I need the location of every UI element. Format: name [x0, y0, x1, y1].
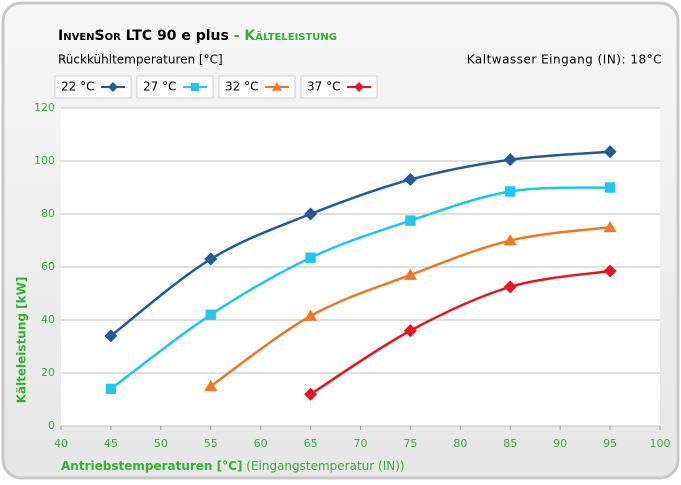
x-tick-label: 85 [503, 437, 517, 450]
marker [503, 153, 517, 167]
marker [403, 173, 417, 187]
legend-label: 37 °C [307, 80, 340, 94]
marker [603, 220, 617, 233]
subtitle: Rückkühltemperaturen [°C] [58, 53, 223, 67]
title-model: LTC 90 e plus [121, 28, 229, 44]
legend-box [54, 75, 132, 99]
title-topic: - Kälteleistung [229, 28, 337, 44]
marker [191, 83, 199, 91]
x-tick-label: 70 [354, 437, 368, 450]
marker [503, 280, 517, 294]
x-tick-label: 80 [453, 437, 467, 450]
legend-box [300, 75, 378, 99]
x-tick-label: 65 [304, 437, 318, 450]
x-tick-label: 75 [403, 437, 417, 450]
marker [354, 82, 364, 92]
marker [104, 329, 118, 343]
marker [403, 324, 417, 338]
marker [272, 82, 282, 91]
x-tick-label: 40 [54, 437, 68, 450]
title-brand: InvenSor [58, 28, 121, 44]
marker [204, 379, 218, 392]
marker [305, 252, 316, 263]
marker [505, 186, 516, 197]
marker [205, 309, 216, 320]
legend-label: 22 °C [61, 80, 94, 94]
y-tick-label: 120 [34, 101, 55, 114]
marker [108, 82, 118, 92]
marker [603, 264, 617, 278]
x-tick-label: 60 [254, 437, 268, 450]
marker [403, 268, 417, 280]
legend-box [136, 75, 214, 99]
y-tick-label: 20 [41, 366, 55, 379]
x-axis-label-note: (Eingangstemperatur (IN)) [242, 459, 404, 473]
x-axis-label-main: Antriebstemperaturen [°C] [61, 459, 242, 473]
x-tick-label: 50 [154, 437, 168, 450]
y-tick-label: 80 [41, 207, 55, 220]
x-tick-label: 45 [104, 437, 118, 450]
series-line [309, 269, 611, 396]
y-tick-label: 40 [41, 313, 55, 326]
x-tick-label: 55 [204, 437, 218, 450]
marker [304, 387, 318, 401]
y-axis-label: Kälteleistung [kW] [15, 277, 29, 404]
annotation: Kaltwasser Eingang (IN): 18°C [467, 53, 662, 67]
marker [603, 145, 617, 159]
series-line [110, 186, 611, 390]
legend-label: 27 °C [143, 80, 176, 94]
marker [105, 383, 117, 395]
marker [405, 215, 416, 226]
legend-box [218, 75, 296, 99]
x-tick-label: 100 [650, 437, 671, 450]
chart-title: InvenSor LTC 90 e plus - Kälteleistung [58, 28, 337, 44]
y-tick-label: 0 [48, 419, 55, 432]
series-line [110, 150, 611, 337]
legend-label: 32 °C [225, 80, 258, 94]
marker [304, 207, 318, 221]
marker [503, 234, 517, 246]
y-tick-label: 100 [34, 154, 55, 167]
marker [604, 182, 616, 193]
x-tick-label: 95 [603, 437, 617, 450]
x-axis-label: Antriebstemperaturen [°C] (Eingangstempe… [61, 459, 405, 473]
y-tick-label: 60 [41, 260, 55, 273]
x-tick-label: 90 [553, 437, 567, 450]
marker [304, 309, 318, 321]
marker [204, 252, 218, 266]
